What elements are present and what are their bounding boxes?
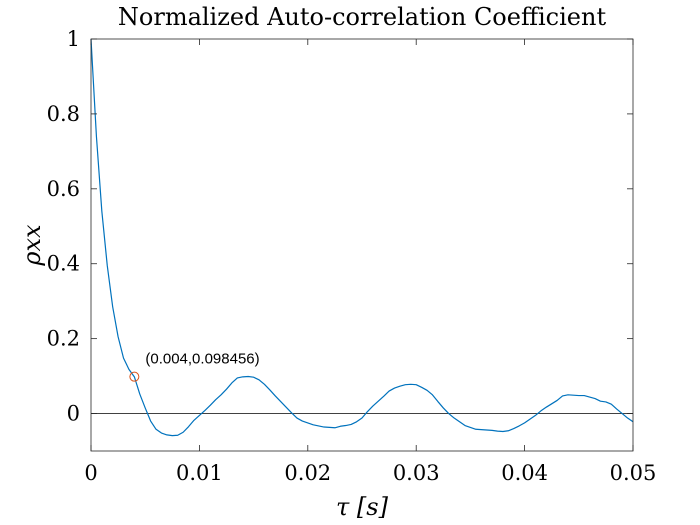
chart-title: Normalized Auto-correlation Coefficient — [118, 3, 607, 31]
y-tick-label: 0.8 — [47, 102, 80, 126]
y-axis: 0 0.2 0.4 0.6 0.8 1 — [47, 27, 633, 426]
x-axis: 0 0.01 0.02 0.03 0.04 0.05 — [84, 39, 656, 485]
y-tick-label: 0.2 — [47, 327, 80, 351]
series-line — [90, 38, 634, 437]
y-tick-label: 0 — [67, 402, 80, 426]
x-axis-label: τ [s] — [336, 493, 389, 521]
y-tick-label: 0.4 — [47, 252, 80, 276]
y-tick-label: 0.6 — [47, 177, 80, 201]
annotation-marker — [129, 371, 140, 382]
y-tick-label: 1 — [67, 27, 80, 51]
x-tick-label: 0.01 — [176, 461, 223, 485]
x-tick-label: 0.05 — [610, 461, 657, 485]
axes-box — [90, 38, 634, 452]
x-tick-label: 0 — [84, 461, 97, 485]
x-tick-label: 0.03 — [393, 461, 440, 485]
y-axis-label: ρxx — [18, 224, 46, 267]
annotation-label: (0.004,0.098456) — [145, 351, 259, 368]
plot-area: (0.004,0.098456) — [90, 38, 634, 452]
x-tick-label: 0.02 — [284, 461, 331, 485]
x-tick-label: 0.04 — [501, 461, 548, 485]
